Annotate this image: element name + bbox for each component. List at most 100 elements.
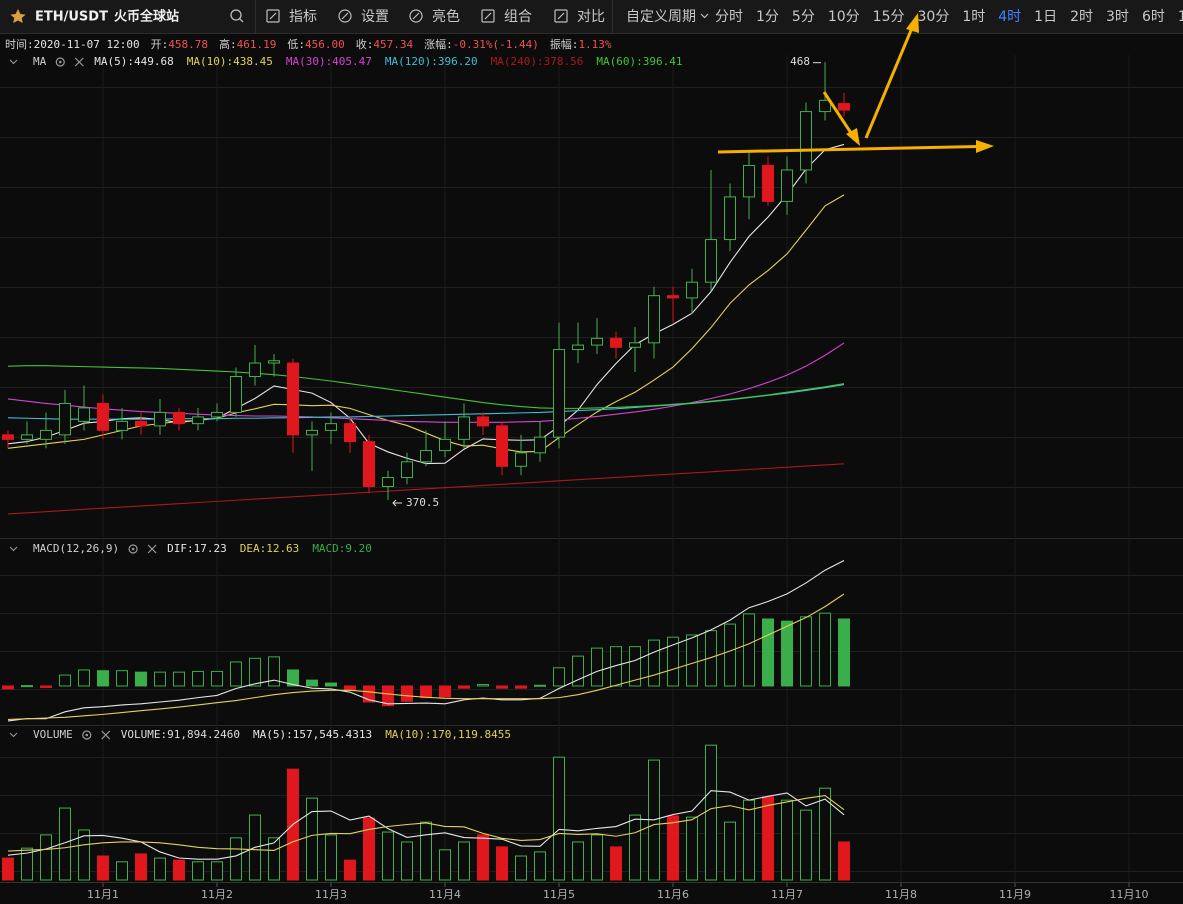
period-button[interactable]: 1分 xyxy=(756,9,779,25)
period-button[interactable]: 15分 xyxy=(873,9,905,25)
macd-bar xyxy=(58,674,71,687)
volume-bar xyxy=(172,859,185,881)
marks-layer: 11月1 11月2 11月3 11月4 11月5 11月6 11月7 11月8 11月9 11月1… xyxy=(0,55,1183,901)
period-button[interactable]: 1日 xyxy=(1034,9,1057,25)
candle-body xyxy=(20,434,33,440)
x-tick-label: 11月5 xyxy=(543,888,575,901)
volume-bar xyxy=(305,797,318,881)
hand-drawn-arrows xyxy=(717,13,994,154)
tool-icon-detail xyxy=(341,12,349,20)
macd-bar xyxy=(305,679,318,687)
candle-body xyxy=(381,477,394,488)
volume-bar xyxy=(667,815,680,881)
tool-button[interactable]: 亮色 xyxy=(409,8,460,25)
search-button[interactable] xyxy=(230,9,244,23)
exchange[interactable]: 火币全球站 xyxy=(114,9,179,25)
tool-button[interactable]: 组合 xyxy=(481,9,532,25)
macd-bar xyxy=(458,685,471,689)
period-button[interactable]: 4时 xyxy=(998,9,1021,25)
candle-body xyxy=(77,407,90,422)
candle-body xyxy=(39,429,52,440)
macd-bar xyxy=(286,669,299,687)
settings-icon[interactable] xyxy=(82,730,92,740)
collapse-toggle[interactable] xyxy=(9,732,18,738)
info-label: 涨幅: xyxy=(424,38,453,51)
period-button[interactable]: 10分 xyxy=(828,9,860,25)
volume-bar xyxy=(534,851,547,881)
arrow-stroke xyxy=(822,91,855,137)
volume-bar xyxy=(401,841,414,881)
panel-title: MACD(12,26,9) xyxy=(33,542,119,555)
volume-bar xyxy=(629,814,642,881)
settings-icon-dot xyxy=(85,733,89,737)
toolbar xyxy=(0,0,1183,33)
tool-button[interactable]: 指标 xyxy=(266,9,317,25)
period-button[interactable]: 2时 xyxy=(1070,9,1093,25)
macd-bar xyxy=(477,684,490,687)
settings-icon[interactable] xyxy=(128,544,138,554)
close-icon[interactable] xyxy=(74,57,84,67)
tool-button[interactable]: 对比 xyxy=(554,9,605,25)
volume-bar xyxy=(267,837,280,881)
collapse-toggle[interactable] xyxy=(9,59,18,65)
collapse-toggle[interactable] xyxy=(9,546,18,552)
high-label: 468 xyxy=(790,55,810,68)
indicator-line xyxy=(7,342,845,423)
info-value: 2020-11-07 12:00 xyxy=(34,38,140,51)
macd-bar xyxy=(781,620,794,687)
candle-body xyxy=(629,342,642,348)
period-menu[interactable]: 自定义周期 xyxy=(626,9,696,25)
candle-body xyxy=(591,337,604,346)
legend-entry: MA(120):396.20 xyxy=(385,55,478,68)
symbol[interactable]: ETH/USDT xyxy=(35,10,108,25)
period-button[interactable]: 3时 xyxy=(1106,9,1129,25)
close-icon[interactable] xyxy=(147,544,157,554)
volume-bar xyxy=(496,846,509,881)
macd-bar xyxy=(20,685,33,688)
info-label: 开: xyxy=(151,38,169,51)
candle-body xyxy=(496,425,509,467)
macd-bar xyxy=(553,667,566,687)
candle-body xyxy=(96,402,109,431)
period-button[interactable]: 12时 xyxy=(1178,9,1183,25)
period-button[interactable]: 30分 xyxy=(918,9,950,25)
period-button[interactable]: 分时 xyxy=(715,9,743,25)
legend-entry: VOLUME:91,894.2460 xyxy=(121,728,240,741)
settings-icon[interactable] xyxy=(55,57,65,67)
candle-body xyxy=(781,169,794,202)
candle-body xyxy=(610,337,623,348)
candle-body xyxy=(286,362,299,436)
volume-bar xyxy=(610,846,623,881)
macd-bar xyxy=(591,647,604,687)
volume-bar xyxy=(210,861,223,881)
tool-icon xyxy=(554,9,568,23)
tool-button[interactable]: 设置 xyxy=(338,9,389,25)
info-value: 456.00 xyxy=(305,38,345,51)
macd-bar xyxy=(534,684,547,687)
arrow-head xyxy=(976,140,994,153)
x-tick-label: 11月3 xyxy=(315,888,347,901)
macd-bar xyxy=(172,671,185,687)
macd-bar xyxy=(267,656,280,687)
period-button[interactable]: 6时 xyxy=(1142,9,1165,25)
candle-body xyxy=(267,360,280,364)
favorite-star[interactable] xyxy=(10,9,26,23)
macd-bar xyxy=(762,618,775,687)
volume-bar xyxy=(420,821,433,881)
candle-body xyxy=(819,99,832,113)
macd-bar xyxy=(324,682,337,687)
legend-entry: MA(240):378.56 xyxy=(491,55,584,68)
close-icon[interactable] xyxy=(101,730,111,740)
macd-bar xyxy=(381,685,394,707)
volume-bar xyxy=(686,816,699,881)
macd-bar xyxy=(134,671,147,687)
candle-body xyxy=(191,416,204,425)
period-button[interactable]: 1时 xyxy=(962,9,985,25)
candle-body xyxy=(553,349,566,438)
macd-bar xyxy=(420,685,433,699)
legend-entry: DEA:12.63 xyxy=(240,542,300,555)
macd-bar xyxy=(819,612,832,687)
macd-bar xyxy=(515,685,528,689)
period-button[interactable]: 5分 xyxy=(792,9,815,25)
volume-bar xyxy=(1,857,14,881)
